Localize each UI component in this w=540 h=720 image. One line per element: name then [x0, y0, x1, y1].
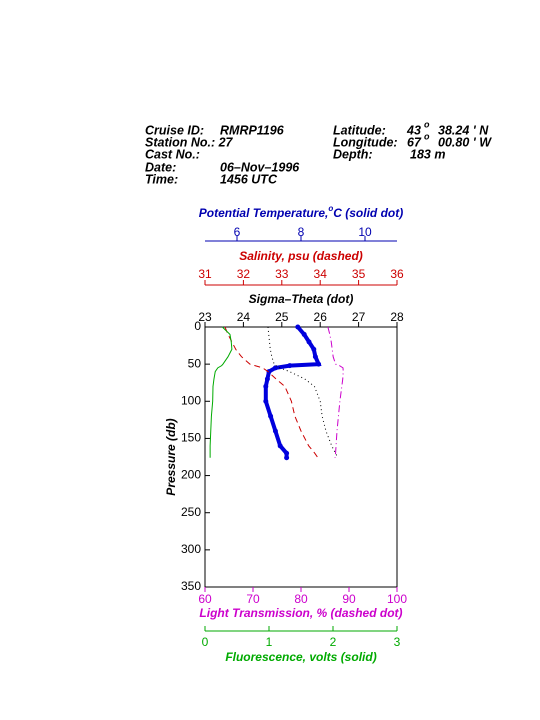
x-tick-label: 28 [390, 310, 404, 324]
x-tick-label: 0 [202, 635, 209, 649]
y-tick-label: 150 [181, 431, 201, 445]
x-tick-label: 26 [314, 310, 328, 324]
axis-title-part: Potential Temperature, [199, 206, 329, 220]
profile-dot [301, 331, 307, 337]
x-tick-label: 6 [234, 225, 241, 239]
profile-dot [311, 346, 317, 352]
x-tick-label: 23 [198, 310, 212, 324]
cruise-id: RMRP1196 [220, 123, 285, 137]
x-tick-label: 70 [246, 592, 260, 606]
axis-title: Fluorescence, volts (solid) [225, 650, 376, 664]
x-tick-label: 32 [237, 267, 251, 281]
y-tick-label: 0 [194, 319, 201, 333]
profile-dot [306, 339, 312, 345]
profile-dot [268, 413, 274, 419]
lon-sup: o [424, 131, 430, 141]
depth-label: Depth: [333, 147, 373, 161]
profile-dot [277, 443, 283, 449]
lon-label: Longitude: [333, 135, 398, 149]
y-tick-label: 200 [181, 468, 201, 482]
x-tick-label: 2 [330, 635, 337, 649]
profile-line [263, 325, 322, 458]
axis-title: Light Transmission, % (dashed dot) [199, 606, 402, 620]
profile-line [224, 326, 319, 459]
profile-dot [284, 455, 290, 461]
cruise-label: Cruise ID: [145, 123, 204, 137]
axis-title: Potential Temperature,oC (solid dot) [199, 204, 403, 220]
header: Cruise ID: RMRP1196 Station No.: 27 Cast… [145, 119, 492, 186]
x-tick-label: 10 [358, 225, 372, 239]
axis-title-part: C (solid dot) [333, 206, 403, 220]
lon-min: 00.80 ' W [438, 135, 492, 149]
station: Station No.: 27 [145, 135, 234, 149]
x-tick-label: 24 [237, 310, 251, 324]
lon-deg: 67 [407, 135, 422, 149]
lat-min: 38.24 ' N [438, 123, 489, 137]
x-tick-label: 27 [352, 310, 366, 324]
y-axis-title: Pressure (db) [164, 418, 178, 495]
x-tick-label: 36 [390, 267, 404, 281]
lat-sup: o [424, 119, 430, 129]
cast-label: Cast No.: [145, 147, 200, 161]
x-tick-label: 80 [294, 592, 308, 606]
y-tick-label: 250 [181, 505, 201, 519]
depth: 183 m [410, 147, 445, 161]
y-tick-label: 300 [181, 542, 201, 556]
x-tick-label: 90 [342, 592, 356, 606]
profile-dot [316, 361, 322, 367]
time-label: Time: [145, 172, 178, 186]
x-tick-label: 1 [266, 635, 273, 649]
lat-label: Latitude: [333, 123, 386, 137]
time: 1456 UTC [220, 172, 278, 186]
axis-title: Salinity, psu (dashed) [239, 249, 363, 263]
x-tick-label: 34 [314, 267, 328, 281]
profile-line [327, 326, 344, 458]
profile-dot [266, 369, 272, 375]
date: 06–Nov–1996 [220, 160, 300, 174]
x-tick-label: 33 [275, 267, 289, 281]
profile-dot [263, 383, 269, 389]
x-tick-label: 31 [198, 267, 212, 281]
profile-dot [263, 398, 269, 404]
x-tick-label: 60 [198, 592, 212, 606]
profile-dot [272, 365, 278, 371]
profile-dot [272, 428, 278, 434]
y-tick-label: 350 [181, 579, 201, 593]
y-tick-label: 50 [188, 356, 202, 370]
x-tick-label: 3 [394, 635, 401, 649]
profile-dot [287, 363, 293, 369]
axis-title-part: o [328, 204, 333, 213]
profile-dot [312, 354, 318, 360]
x-tick-label: 25 [275, 310, 289, 324]
y-tick-label: 100 [181, 393, 201, 407]
profile-dot [284, 450, 290, 456]
x-tick-label: 8 [298, 225, 305, 239]
x-tick-label: 100 [387, 592, 407, 606]
axis-title: Sigma–Theta (dot) [249, 292, 354, 306]
lat-deg: 43 [406, 123, 421, 137]
profile-dot [264, 376, 270, 382]
date-label: Date: [145, 160, 176, 174]
x-tick-label: 35 [352, 267, 366, 281]
profile-dot [295, 324, 301, 330]
profile-line [209, 326, 233, 458]
